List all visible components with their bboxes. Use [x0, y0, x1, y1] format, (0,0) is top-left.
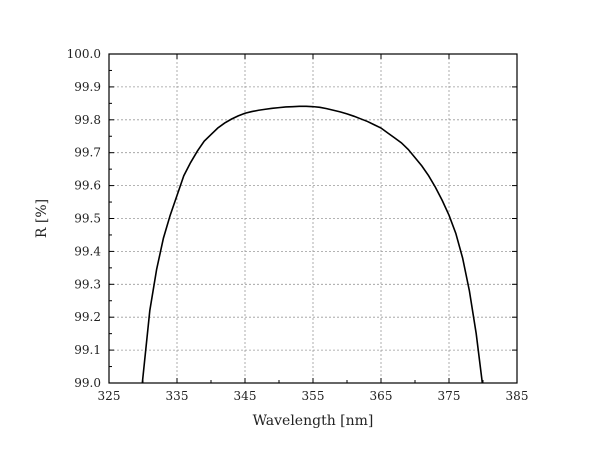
x-tick-label: 355 — [302, 389, 325, 403]
y-tick-label: 99.0 — [74, 376, 101, 390]
y-axis-title: R [%] — [34, 199, 50, 238]
x-tick-label: 335 — [166, 389, 189, 403]
y-tick-labels: 99.0 99.1 99.2 99.3 99.4 99.5 99.6 99.7 99.8 99.9… — [67, 47, 102, 390]
reflectance-curve — [141, 105, 484, 384]
y-tick-label: 99.6 — [74, 179, 101, 193]
x-tick-labels: 325 335 345 355 365 375 385 — [98, 389, 529, 403]
y-tick-label: 99.5 — [74, 212, 101, 226]
x-tick-label: 385 — [506, 389, 529, 403]
y-tick-label: 99.9 — [74, 80, 101, 94]
x-tick-label: 365 — [370, 389, 393, 403]
x-tick-label: 345 — [234, 389, 257, 403]
y-tick-label: 100.0 — [67, 47, 101, 61]
grid-lines — [109, 54, 517, 383]
x-axis-title: Wavelength [nm] — [253, 413, 374, 429]
y-tick-label: 99.3 — [74, 277, 101, 291]
y-tick-label: 99.2 — [74, 310, 101, 324]
x-tick-label: 375 — [438, 389, 461, 403]
plot-frame — [108, 53, 518, 384]
y-tick-label: 99.8 — [74, 113, 101, 127]
y-tick-label: 99.1 — [74, 343, 101, 357]
y-tick-label: 99.4 — [74, 244, 101, 258]
y-tick-label: 99.7 — [74, 146, 101, 160]
x-tick-label: 325 — [98, 389, 121, 403]
